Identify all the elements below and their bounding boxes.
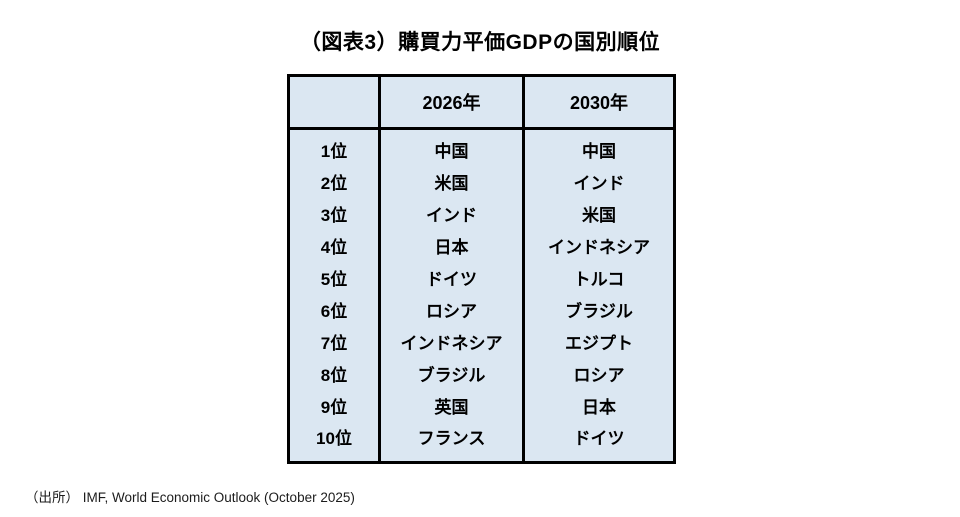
table-header-row: 2026年 2030年 — [290, 77, 673, 130]
figure-title: （図表3）購買力平価GDPの国別順位 — [299, 31, 661, 54]
rank-label: 9位 — [320, 397, 348, 417]
country-name-2026: ドイツ — [426, 270, 477, 289]
year-2026-column: 中国米国インド日本ドイツロシアインドネシア ブラジル英国フランス — [378, 130, 522, 461]
rank-label: 3位 — [320, 206, 348, 226]
country-name-2026: 英国 — [434, 397, 469, 417]
country-name-2030: インド — [573, 174, 625, 194]
rank-label: 2位 — [320, 174, 348, 194]
source-note: （出所） IMF, World Economic Outlook (Octobe… — [25, 490, 355, 505]
country-name-2030: ブラジル — [565, 301, 633, 321]
country-name-2026: 中国 — [434, 142, 469, 162]
header-cell-2030: 2030年 — [522, 77, 673, 127]
country-name-2030: エジプト — [565, 333, 633, 353]
year-2030-column: 中国インド米国インドネシア トルコブラジルエジプトロシア日本ドイツ — [522, 130, 673, 461]
rank-column: 1位 2位 3位 4位 5位 6位 7位 8位 9位 10位 — [290, 130, 378, 461]
country-name-2030: 中国 — [582, 142, 616, 162]
country-name-2030: ドイツ — [573, 429, 625, 449]
country-name-2026: ロシア — [426, 301, 477, 321]
header-cell-blank — [290, 77, 378, 127]
country-name-2030: 米国 — [582, 206, 616, 226]
country-name-2026: インド — [426, 206, 477, 226]
header-cell-2026: 2026年 — [378, 77, 522, 127]
country-name-2026: 日本 — [434, 238, 469, 258]
rank-label: 8位 — [320, 365, 348, 385]
rank-label: 4位 — [320, 238, 348, 258]
rank-label: 1位 — [320, 142, 348, 162]
country-name-2030: ロシア — [573, 365, 625, 385]
table-body: 1位 2位 3位 4位 5位 6位 7位 8位 9位 10位 中国 米国 インド 日本 ドイツ ロシア インド… — [290, 130, 673, 461]
country-name-2030: インドネシア — [548, 238, 650, 258]
rank-label: 6位 — [320, 301, 348, 321]
country-name-2030: トルコ — [573, 270, 625, 289]
ranking-table: 2026年 2030年 1位 2位 3位 4位 5位 6位 7位 8位 9位 10位 中国 米国 イン… — [287, 74, 676, 464]
rank-label: 10位 — [316, 429, 352, 449]
country-name-2026: 米国 — [434, 174, 469, 194]
rank-label: 7位 — [320, 333, 348, 353]
country-name-2026: フランス — [417, 429, 486, 449]
country-name-2030: 日本 — [582, 397, 616, 417]
rank-label: 5位 — [320, 270, 348, 289]
country-name-2026: インドネシア — [400, 333, 503, 353]
country-name-2026: ブラジル — [417, 365, 486, 385]
